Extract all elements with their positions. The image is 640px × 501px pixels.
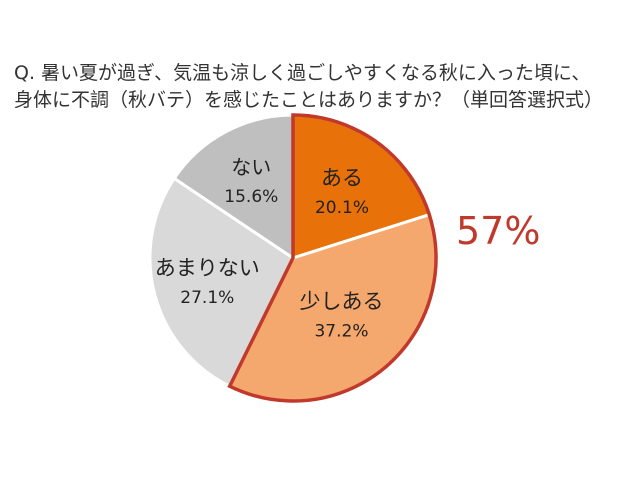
slice-label-4: ない: [231, 155, 271, 179]
question-text: Q. 暑い夏が過ぎ、気温も涼しく過ごしやすくなる秋に入った頃に、 身体に不調（秋…: [14, 60, 634, 114]
slice-label-3: あまりない: [155, 256, 260, 280]
slice-label-2: 少しある: [300, 289, 384, 313]
pie-slice-4: [172, 113, 295, 261]
slice-value-4: 15.6%: [224, 187, 278, 207]
slice-label-1: ある: [321, 166, 363, 190]
question-line-2: 身体に不調（秋バテ）を感じたことはありますか？（単回答選択式）: [14, 89, 604, 111]
question-line-1: Q. 暑い夏が過ぎ、気温も涼しく過ごしやすくなる秋に入った頃に、: [14, 62, 591, 84]
highlight-outline: [227, 113, 438, 403]
slice-value-2: 37.2%: [314, 321, 368, 341]
slice-value-3: 27.1%: [180, 288, 234, 308]
callout-percent: 57%: [456, 209, 540, 253]
pie-slice-3: [148, 176, 295, 389]
slice-value-1: 20.1%: [315, 198, 369, 218]
